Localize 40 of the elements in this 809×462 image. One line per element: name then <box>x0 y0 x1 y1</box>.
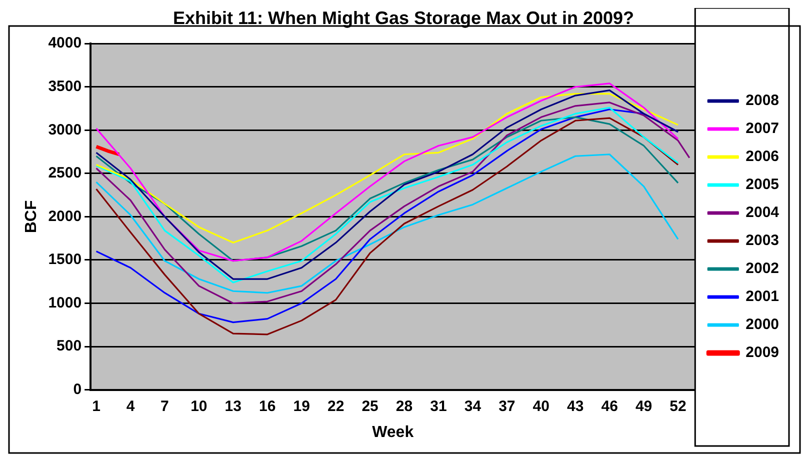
y-tick-label: 3500 <box>48 78 82 96</box>
x-tick-label: 34 <box>464 398 482 415</box>
x-tick-label: 19 <box>293 398 310 415</box>
x-tick-label: 31 <box>430 398 447 415</box>
y-tick-label: 500 <box>56 338 82 355</box>
legend-label: 2001 <box>746 288 780 306</box>
legend-label: 2004 <box>746 204 780 222</box>
x-tick-label: 22 <box>327 398 344 415</box>
legend-label: 2003 <box>746 232 780 250</box>
y-tick-label: 2000 <box>48 208 82 225</box>
y-axis-title: BCF <box>23 200 40 234</box>
x-tick-label: 25 <box>362 398 378 415</box>
y-tick-label: 1000 <box>48 294 82 312</box>
y-tick-label: 1500 <box>48 251 82 268</box>
x-tick-label: 40 <box>532 398 550 415</box>
y-tick-label: 0 <box>73 380 82 398</box>
x-tick-label: 28 <box>396 398 413 415</box>
x-tick-label: 10 <box>190 398 208 415</box>
x-axis-title: Week <box>372 424 414 441</box>
x-tick-label: 52 <box>670 398 686 415</box>
chart-title: Exhibit 11: When Might Gas Storage Max Out in 2009? <box>172 8 634 28</box>
x-tick-label: 13 <box>224 398 242 415</box>
x-tick-label: 46 <box>601 398 618 415</box>
x-tick-label: 43 <box>567 398 584 415</box>
x-tick-label: 4 <box>126 398 136 415</box>
legend-label: 2000 <box>746 316 780 334</box>
legend-label: 2005 <box>746 176 780 194</box>
y-tick-label: 4000 <box>48 34 82 52</box>
y-tick-label: 3000 <box>48 121 82 138</box>
legend-label: 2002 <box>746 260 780 278</box>
legend-label: 2006 <box>746 148 780 166</box>
legend-label: 2009 <box>746 344 780 362</box>
legend-label: 2008 <box>746 92 780 110</box>
y-tick-label: 2500 <box>48 164 82 182</box>
legend-label: 2007 <box>746 120 780 138</box>
x-tick-label: 49 <box>635 398 652 415</box>
x-tick-label: 1 <box>92 398 100 415</box>
x-tick-label: 16 <box>259 398 276 415</box>
x-tick-label: 7 <box>160 398 169 415</box>
x-tick-label: 37 <box>498 398 516 415</box>
